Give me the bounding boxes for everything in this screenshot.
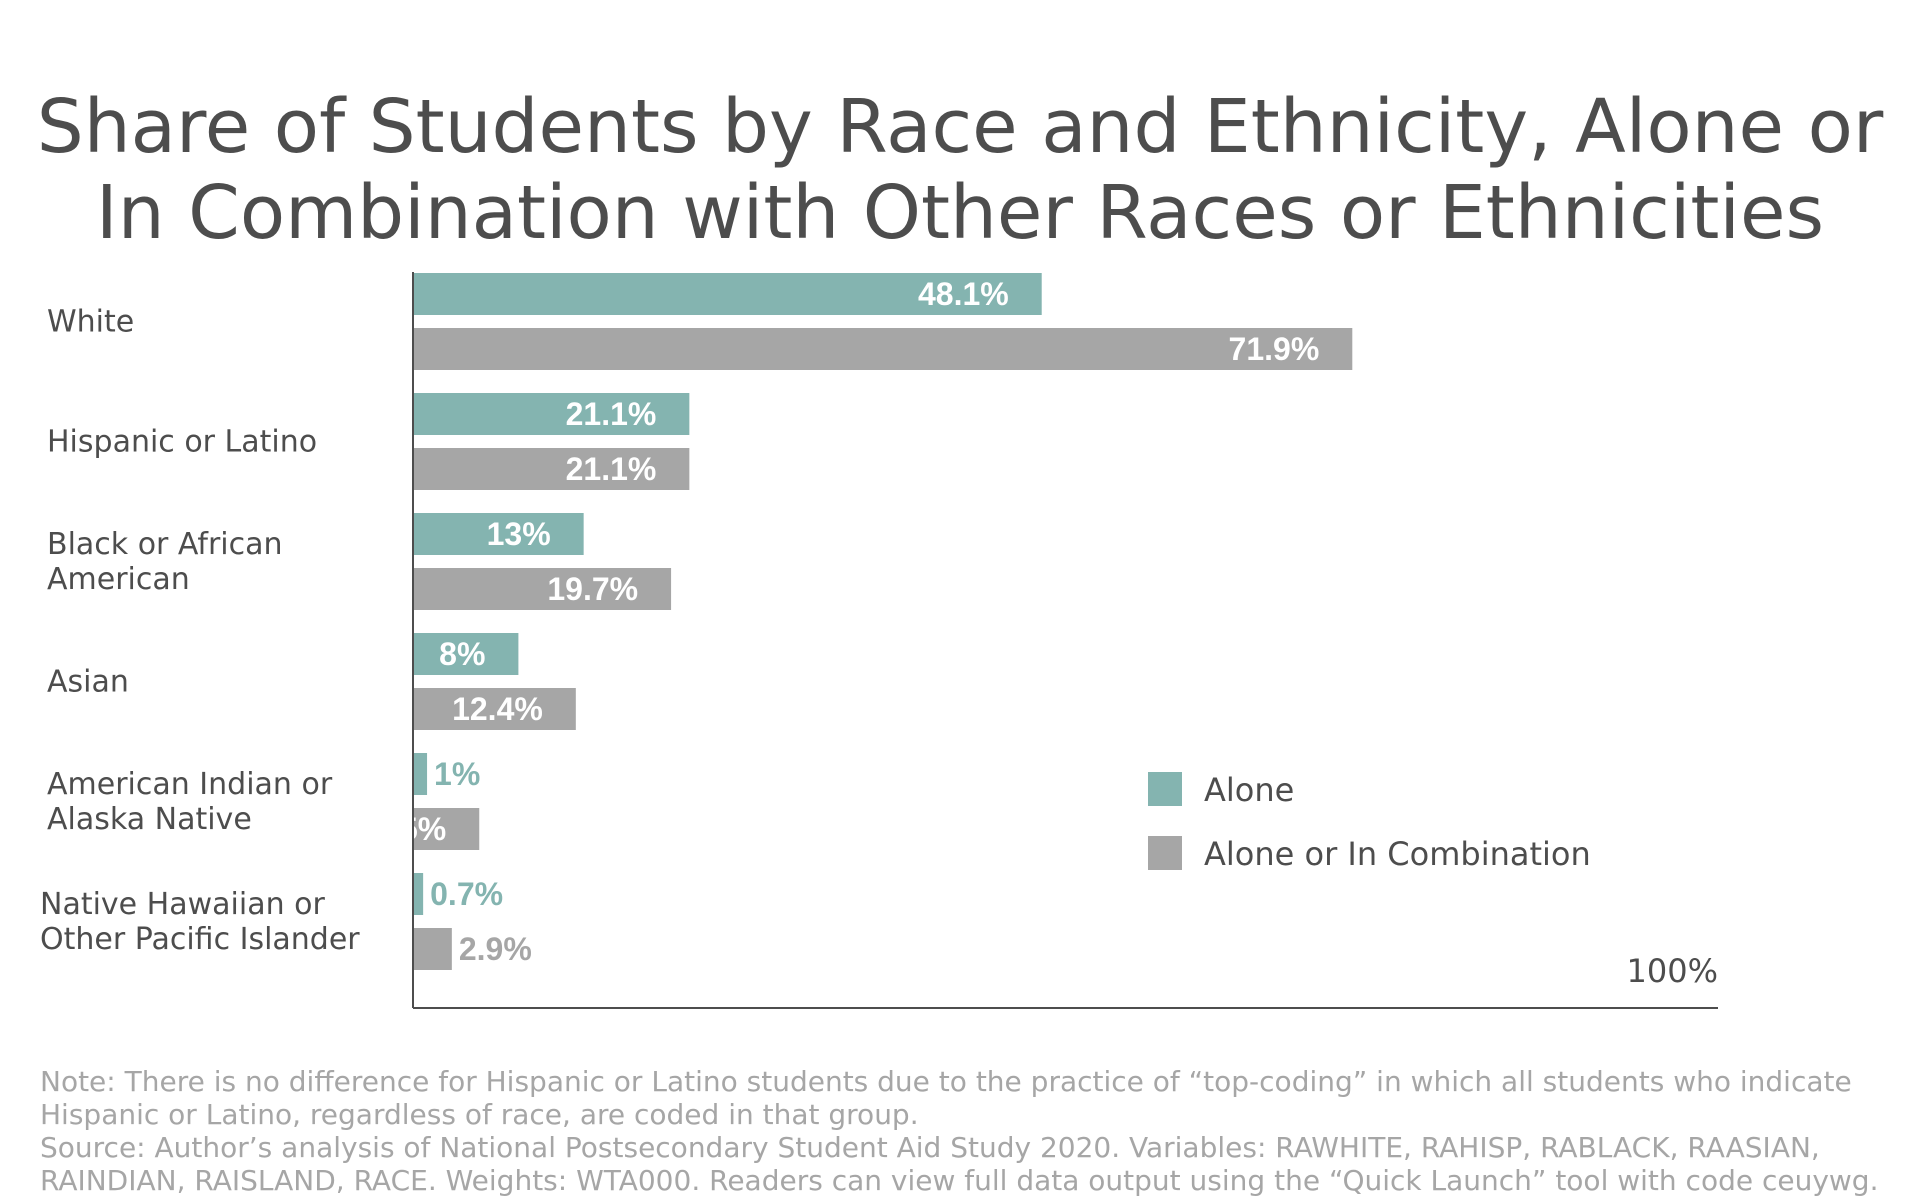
legend-swatch-alone — [1148, 772, 1182, 806]
axes: 100% — [412, 272, 1718, 1009]
legend-label: Alone or In Combination — [1204, 835, 1591, 873]
data-label: 8% — [439, 636, 485, 672]
legend-swatch-combination — [1148, 836, 1182, 870]
category-label: White — [47, 305, 134, 340]
category-label: Hispanic or Latino — [47, 425, 317, 460]
legend: Alone Alone or In Combination — [1148, 771, 1591, 873]
data-label: 71.9% — [1229, 331, 1320, 367]
chart-title: Share of Students by Race and Ethnicity,… — [37, 84, 1884, 256]
data-label: 13% — [487, 516, 551, 552]
category-label: American — [47, 562, 190, 597]
category-label: Asian — [47, 665, 129, 700]
bar-alone — [414, 393, 690, 435]
bar-combination — [414, 568, 672, 610]
bar-combination — [414, 448, 690, 490]
data-label: 2.9% — [459, 931, 532, 967]
data-label: 19.7% — [547, 571, 638, 607]
chart-source: Source: Author’s analysis of National Po… — [40, 1131, 1879, 1197]
data-label: 0.7% — [430, 876, 503, 912]
data-label: 21.1% — [566, 396, 657, 432]
data-label: 48.1% — [918, 276, 1009, 312]
data-label: 12.4% — [452, 691, 543, 727]
bars: 48.1% 21.1% 13% 8% 1% 0.7% 71.9% 21.1% 19.7% 12.4… — [400, 273, 1353, 970]
chart-note: Note: There is no difference for Hispani… — [40, 1065, 1852, 1131]
bar-combination — [414, 928, 452, 970]
chart-title-line-1: Share of Students by Race and Ethnicity,… — [37, 84, 1884, 170]
bar-alone — [414, 873, 424, 915]
bar-alone — [414, 633, 519, 675]
bar-alone — [414, 273, 1042, 315]
data-label: 1% — [434, 756, 480, 792]
bar-alone — [414, 753, 428, 795]
x-axis-max-label: 100% — [1627, 952, 1718, 990]
bar-combination — [414, 688, 576, 730]
data-label: 5% — [400, 811, 446, 847]
bar-combination — [414, 808, 480, 850]
bar-combination — [414, 328, 1353, 370]
legend-label: Alone — [1204, 771, 1294, 809]
bar-alone — [414, 513, 584, 555]
chart-title-line-2: In Combination with Other Races or Ethni… — [96, 170, 1824, 256]
category-label: Alaska Native — [47, 802, 252, 837]
category-label: Other Pacific Islander — [40, 922, 360, 957]
category-label: Native Hawaiian or — [40, 887, 325, 922]
category-label: Black or African — [47, 527, 283, 562]
data-label: 21.1% — [566, 451, 657, 487]
category-label: American Indian or — [47, 767, 333, 802]
